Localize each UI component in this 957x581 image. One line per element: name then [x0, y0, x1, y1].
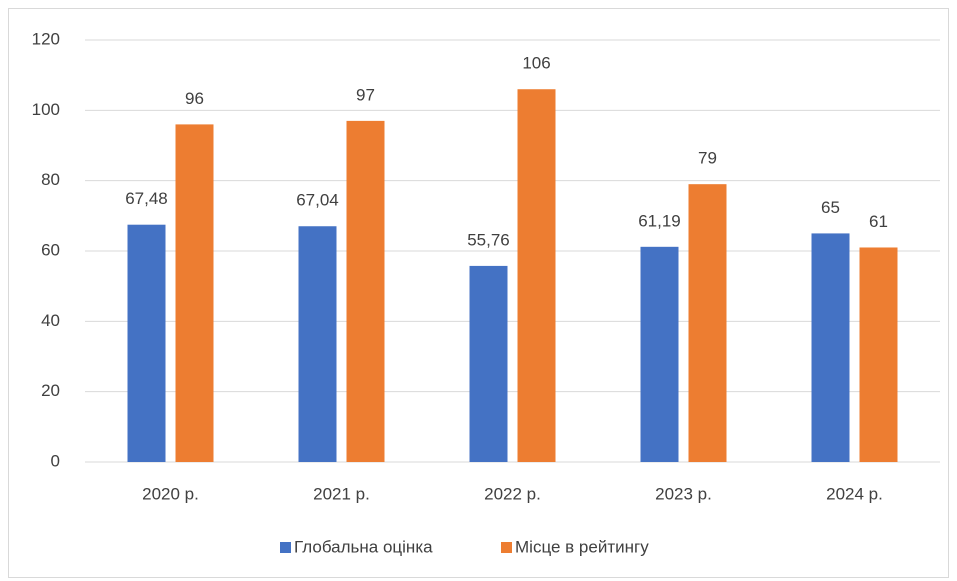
x-tick-label: 2024 р.	[826, 484, 883, 503]
x-tick-label: 2023 р.	[655, 484, 712, 503]
bar	[175, 124, 214, 463]
bar	[469, 265, 508, 462]
bar	[859, 247, 898, 462]
data-label: 97	[356, 85, 375, 104]
data-label: 96	[185, 89, 204, 108]
data-label: 67,04	[296, 191, 339, 210]
y-tick-label: 100	[32, 100, 60, 119]
data-label: 61,19	[638, 211, 681, 230]
data-label: 61	[869, 212, 888, 231]
x-tick-label: 2022 р.	[484, 484, 541, 503]
x-tick-label: 2021 р.	[313, 484, 370, 503]
x-tick-label: 2020 р.	[142, 484, 199, 503]
bar	[298, 226, 337, 462]
data-label: 67,48	[125, 189, 168, 208]
y-tick-label: 80	[41, 170, 60, 189]
bar	[346, 120, 385, 462]
legend-swatch	[501, 542, 512, 553]
legend-swatch	[280, 542, 291, 553]
legend-label: Місце в рейтингу	[515, 537, 649, 556]
y-tick-label: 40	[41, 311, 60, 330]
y-tick-label: 20	[41, 381, 60, 400]
data-label: 106	[522, 54, 550, 73]
bar	[811, 233, 850, 462]
legend-label: Глобальна оцінка	[294, 537, 433, 556]
bar	[127, 224, 166, 462]
y-tick-label: 0	[51, 451, 60, 470]
data-label: 79	[698, 149, 717, 168]
data-label: 55,76	[467, 230, 510, 249]
bar	[517, 89, 556, 462]
bar	[688, 184, 727, 462]
y-tick-label: 60	[41, 240, 60, 259]
y-tick-label: 120	[32, 29, 60, 48]
bar	[640, 246, 679, 462]
data-label: 65	[821, 198, 840, 217]
